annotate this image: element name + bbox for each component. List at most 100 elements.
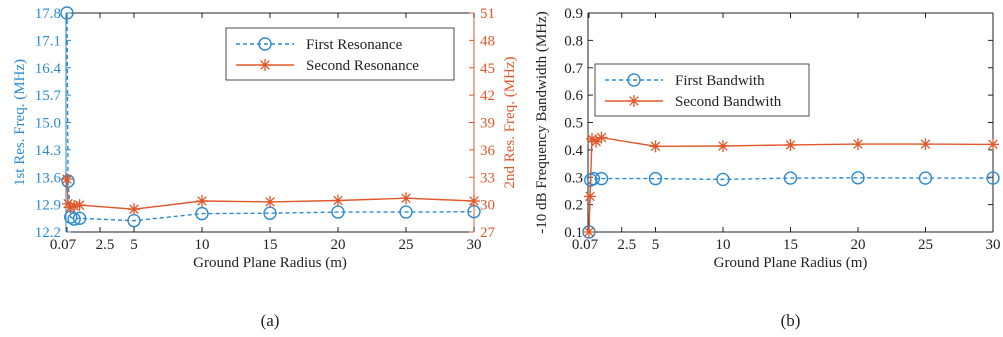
- y-axis-label-right: 2nd Res. Freq. (MHz): [502, 56, 518, 188]
- data-point: [68, 199, 81, 212]
- legend-box: [225, 27, 455, 81]
- data-point: [595, 131, 608, 144]
- panel-caption: (b): [781, 311, 801, 330]
- legend: First Bandwith Second Bandwith: [594, 63, 810, 117]
- chart-panel-a: 0.07 2.5 5 10 15 20 25 30 12.2 12.9 13.6 14.3 15.0 15…: [12, 6, 518, 330]
- y-tick-label-left: 17.1: [35, 33, 61, 49]
- y-tick-label-right: 39: [480, 116, 495, 132]
- data-point: [264, 195, 276, 208]
- y-axis-label-left: 1st Res. Freq. (MHz): [12, 59, 28, 186]
- y-tick-label-right: 33: [480, 170, 495, 186]
- x-tick-label: 15: [783, 237, 798, 253]
- legend-marker: [627, 73, 641, 87]
- y-tick-label-left: 14.3: [35, 143, 61, 159]
- data-point: [195, 206, 209, 221]
- y-tick-label-left: 15.0: [35, 116, 61, 132]
- y-tick-label-left: 0.6: [564, 88, 583, 104]
- data-point: [594, 171, 609, 186]
- y-tick-label-left: 12.9: [35, 198, 61, 214]
- data-point: [590, 135, 603, 148]
- data-point: [918, 171, 933, 185]
- data-point: [783, 171, 798, 185]
- data-point: [784, 138, 797, 151]
- y-tick-label-right: 27: [480, 225, 496, 241]
- data-point: [332, 194, 344, 207]
- x-tick-label: 10: [716, 237, 731, 253]
- y-tick-label-left: 16.4: [35, 61, 62, 77]
- data-point: [648, 171, 663, 186]
- data-point: [128, 203, 140, 216]
- legend-marker: [258, 37, 272, 51]
- data-point: [919, 138, 932, 151]
- data-point: [852, 138, 864, 151]
- series-line: [588, 136, 994, 233]
- legend-marker: [628, 95, 640, 107]
- legend: First Resonance Second Resonance: [225, 27, 455, 81]
- y-tick-label-left: 0.9: [564, 6, 583, 22]
- legend-marker: [259, 59, 271, 71]
- chart-panel-b: 0.07 2.5 5 10 15 20 25 30 0.1 0.2 0.3 0.4 0.5 0.6 0.7 0…: [534, 6, 1001, 330]
- x-axis-label: Ground Plane Radius (m): [714, 255, 868, 271]
- y-tick-label-left: 17.8: [35, 6, 61, 22]
- data-point: [851, 171, 865, 185]
- y-tick-label-left: 0.4: [564, 143, 583, 159]
- y-tick-label-right: 42: [480, 88, 495, 104]
- x-tick-label: 30: [467, 237, 482, 253]
- legend-label: Second Resonance: [306, 58, 419, 74]
- y-tick-label-left: 0.2: [564, 198, 583, 214]
- series-1: [60, 173, 480, 216]
- data-point: [61, 174, 75, 188]
- data-point: [716, 172, 730, 187]
- x-axis-label: Ground Plane Radius (m): [193, 255, 347, 271]
- x-tick-label: 2.5: [617, 237, 636, 253]
- data-point: [60, 173, 73, 186]
- data-point: [649, 140, 662, 153]
- x-tick-label: 30: [986, 237, 1001, 253]
- y-tick-label-left: 0.5: [564, 116, 583, 132]
- x-tick-label: 0.07: [572, 237, 599, 253]
- data-point: [586, 132, 599, 145]
- legend-label: First Resonance: [306, 37, 403, 53]
- y-tick-label-left: 13.6: [35, 170, 62, 186]
- x-tick-label: 25: [399, 237, 414, 253]
- legend-label: First Bandwith: [675, 73, 765, 89]
- data-point: [584, 190, 597, 203]
- x-tick-label: 20: [851, 237, 866, 253]
- data-point: [64, 201, 77, 214]
- y-tick-label-right: 48: [480, 33, 495, 49]
- x-tick-label: 25: [918, 237, 933, 253]
- data-point: [400, 192, 412, 205]
- data-point: [67, 212, 81, 226]
- x-tick-label: 20: [331, 237, 346, 253]
- data-point: [72, 211, 87, 226]
- data-point: [582, 226, 595, 238]
- data-point: [60, 6, 74, 20]
- data-point: [987, 138, 999, 151]
- y-tick-label-right: 36: [480, 143, 496, 159]
- y-tick-label-left: 0.1: [564, 225, 583, 241]
- series-line: [588, 177, 993, 233]
- data-point: [62, 197, 75, 210]
- data-point: [717, 140, 729, 153]
- x-tick-label: 5: [652, 237, 660, 253]
- series-1: [582, 131, 999, 238]
- y-axis-label-left: -10 dB Frequency Bandwidth (MHz): [534, 11, 550, 233]
- data-point: [586, 171, 601, 186]
- x-tick-label: 10: [195, 237, 210, 253]
- data-point: [986, 171, 1000, 185]
- data-point: [196, 194, 208, 207]
- legend-box: [594, 63, 810, 117]
- y-tick-label-right: 51: [480, 6, 495, 22]
- x-tick-label: 5: [130, 237, 138, 253]
- y-tick-label-right: 30: [480, 198, 495, 214]
- y-tick-label-left: 0.7: [564, 61, 583, 77]
- legend-label: Second Bandwith: [675, 94, 782, 110]
- data-point: [399, 205, 413, 219]
- data-point: [73, 199, 86, 212]
- x-tick-label: 0.07: [50, 237, 77, 253]
- y-tick-label-left: 12.2: [35, 225, 61, 241]
- panel-caption: (a): [261, 311, 280, 330]
- data-point: [468, 194, 480, 207]
- y-tick-label-right: 45: [480, 61, 495, 77]
